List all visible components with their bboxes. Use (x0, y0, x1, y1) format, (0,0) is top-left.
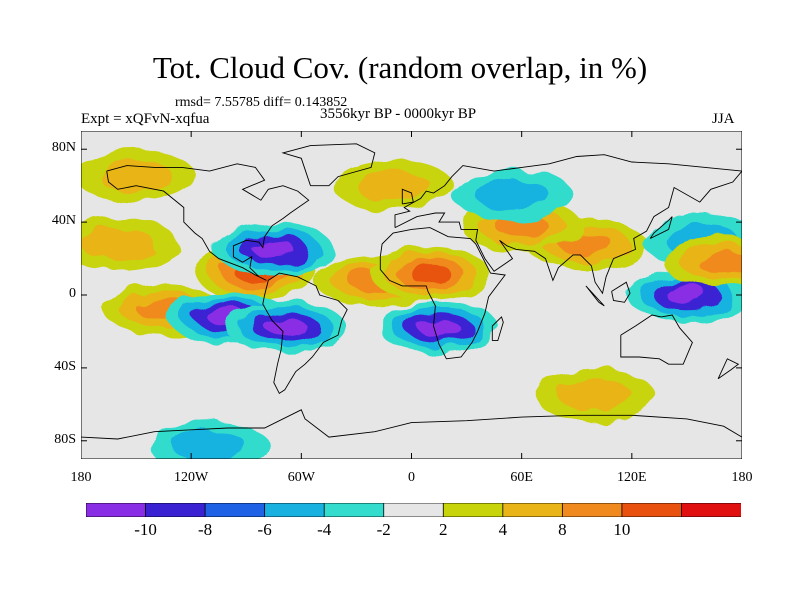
colorbar-label: -2 (376, 520, 391, 539)
coastline (620, 314, 693, 365)
experiment-label: Expt = xQFvN-xqfua (81, 111, 210, 127)
lon-tick-label: 180 (70, 470, 92, 485)
colorbar-label: -6 (257, 520, 272, 539)
colorbar-label: -8 (197, 520, 213, 539)
cloud-anomaly-map (81, 131, 742, 459)
colorbar-swatch (323, 503, 385, 517)
coastline (379, 227, 506, 360)
anomaly-contour (418, 318, 460, 337)
colorbar-swatch (86, 503, 147, 517)
lon-tick-label: 180 (731, 470, 753, 485)
anomaly-contour (408, 264, 451, 283)
lon-tick-label: 120E (617, 470, 647, 485)
season-label: JJA (712, 111, 735, 127)
colorbar-swatch (561, 503, 623, 517)
coastline (649, 216, 673, 239)
anomaly-contour (558, 379, 633, 412)
coastline (491, 316, 504, 342)
period-label: 3556kyr BP - 0000kyr BP (320, 106, 477, 122)
colorbar-label: -4 (317, 520, 332, 539)
colorbar-swatch (264, 503, 326, 517)
coastline (401, 188, 414, 205)
anomaly-contour (265, 318, 308, 337)
coastline (611, 281, 631, 303)
coastline (585, 285, 605, 307)
lon-tick-label: 0 (408, 470, 415, 485)
anomaly-contour (99, 160, 174, 193)
lon-tick-label: 60W (287, 470, 315, 485)
lat-tick-label: 80N (51, 140, 76, 156)
lon-tick-label: 120W (174, 470, 209, 485)
colorbar-swatch (442, 503, 504, 517)
anomaly-contour (81, 227, 155, 260)
lat-tick-label: 40N (51, 213, 76, 229)
colorbar-swatch (204, 503, 266, 517)
lat-tick-label: 80S (54, 431, 76, 447)
anomaly-contour (356, 169, 431, 202)
colorbar-label: 2 (439, 520, 448, 539)
coastline (281, 143, 376, 187)
coastline (262, 272, 348, 395)
lon-tick-label: 60E (510, 470, 533, 485)
map-title: Tot. Cloud Cov. (random overlap, in %) (152, 50, 648, 85)
colorbar-label: 10 (613, 520, 631, 539)
coastline (717, 358, 740, 380)
anomaly-contour (475, 178, 550, 211)
lat-tick-label: 40S (54, 358, 76, 374)
colorbar-swatch (502, 503, 564, 517)
coastline (81, 409, 742, 440)
coastline (106, 163, 310, 281)
colorbar-swatch (145, 503, 206, 517)
colorbar-swatch (383, 503, 445, 517)
colorbar-label: 4 (498, 520, 508, 539)
colorbar-label: -10 (134, 520, 157, 539)
anomaly-contour (172, 430, 247, 459)
colorbar-label: 8 (558, 520, 567, 539)
coastline (394, 154, 742, 295)
colorbar-swatch (621, 503, 683, 517)
lat-tick-label: 0 (69, 286, 76, 301)
anomaly-contour (666, 285, 708, 305)
rmsd-diff-stats: rmsd= 7.55785 diff= 0.143852 (175, 95, 348, 110)
anomaly-contour (696, 250, 742, 274)
colorbar (86, 503, 741, 517)
colorbar-swatch (681, 503, 741, 517)
